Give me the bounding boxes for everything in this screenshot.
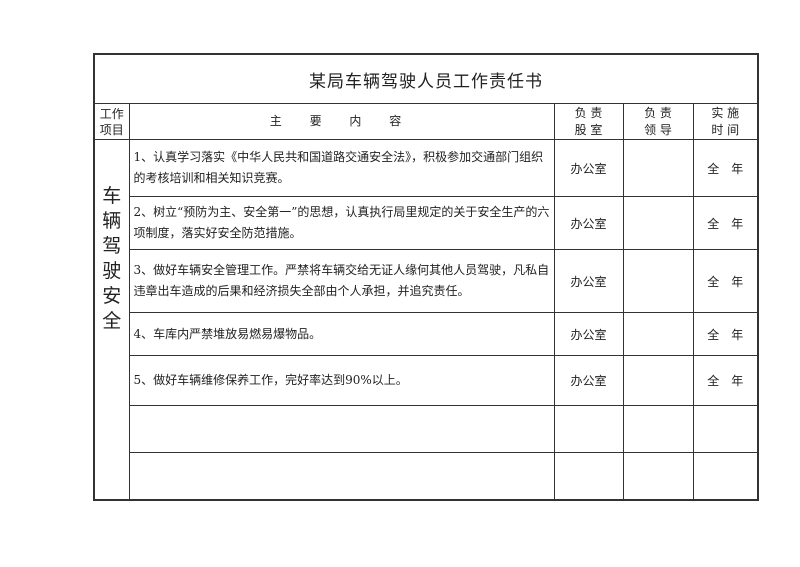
leader-cell [622,312,694,356]
leader-cell [622,196,694,250]
header-item: 工作项目 [93,103,130,140]
dept-cell: 办公室 [553,196,624,250]
content-cell: 5、做好车辆维修保养工作，完好率达到90%以上。 [128,355,555,406]
dept-cell: 办公室 [553,312,624,356]
table-row [94,452,759,500]
content-cell [128,452,555,500]
document-title: 某局车辆驾驶人员工作责任书 [93,53,759,104]
time-cell: 全年 [692,312,759,356]
dept-cell [553,405,624,453]
table-row: 5、做好车辆维修保养工作，完好率达到90%以上。 办公室 全年 [94,355,759,406]
content-cell: 2、树立“预防为主、安全第一”的思想，认真执行局里规定的关于安全生产的六项制度，… [128,196,555,250]
time-cell: 全年 [692,139,759,197]
responsibility-table: 某局车辆驾驶人员工作责任书 工作项目 主 要 内 容 负 责 股 室 负 责 领… [93,53,759,501]
dept-cell: 办公室 [553,249,624,313]
time-cell: 全年 [692,355,759,406]
time-cell [692,405,759,453]
table-row: 2、树立“预防为主、安全第一”的思想，认真执行局里规定的关于安全生产的六项制度，… [94,196,759,250]
dept-cell [553,452,624,500]
time-cell: 全年 [692,249,759,313]
content-cell [128,405,555,453]
header-dept: 负 责 股 室 [553,103,624,140]
leader-cell [622,355,694,406]
leader-cell [622,452,694,500]
dept-cell: 办公室 [553,139,624,197]
category-label: 车辆驾驶安全 [102,185,122,333]
content-cell: 1、认真学习落实《中华人民共和国道路交通安全法》，积极参加交通部门组织的考核培训… [128,139,555,197]
table-row: 4、车库内严禁堆放易燃易爆物品。 办公室 全年 [94,312,759,356]
table-row [94,405,759,453]
content-cell: 4、车库内严禁堆放易燃易爆物品。 [128,312,555,356]
header-leader: 负 责 领 导 [622,103,694,140]
header-time: 实 施 时 间 [692,103,759,140]
header-content: 主 要 内 容 [128,103,555,140]
table-row: 车辆驾驶安全 1、认真学习落实《中华人民共和国道路交通安全法》，积极参加交通部门组… [93,139,759,500]
content-cell: 3、做好车辆安全管理工作。严禁将车辆交给无证人缘何其他人员驾驶，凡私自违章出车造… [128,249,555,313]
table-row: 3、做好车辆安全管理工作。严禁将车辆交给无证人缘何其他人员驾驶，凡私自违章出车造… [94,249,759,313]
leader-cell [622,249,694,313]
dept-cell: 办公室 [553,355,624,406]
leader-cell [622,139,694,197]
category-cell: 车辆驾驶安全 [93,139,130,500]
leader-cell [622,405,694,453]
time-cell: 全年 [692,196,759,250]
time-cell [692,452,759,500]
